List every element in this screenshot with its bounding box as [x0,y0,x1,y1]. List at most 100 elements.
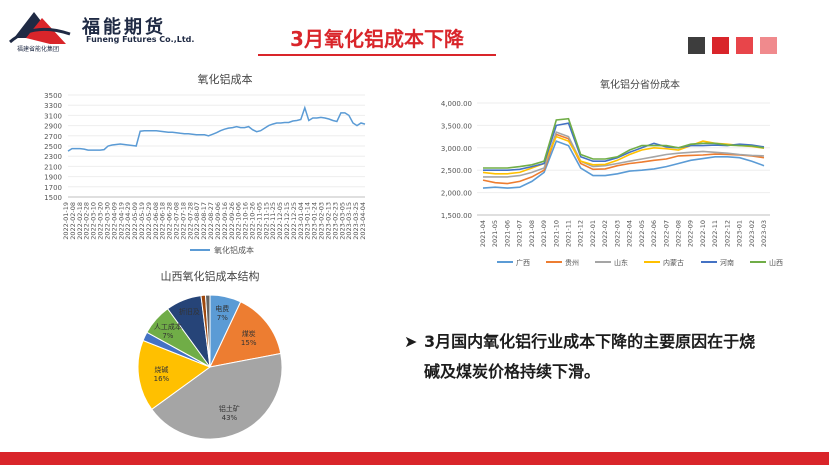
x-tick-label: 2022-12-15 [283,202,291,240]
pie-label: 煤炭 [242,329,256,338]
legend-label: 广西 [516,258,530,267]
x-tick-label: 2023-02-23 [331,202,339,240]
series-line-alumina-cost [67,105,366,152]
y-tick-label: 3100 [44,112,62,120]
pie-pct-label: 16% [154,375,170,383]
legend-label: 氧化铝成本 [214,245,254,255]
x-tick-label: 2022-04-19 [117,202,125,240]
x-tick-label: 2022-03-10 [90,202,98,240]
bullet-line-1: 3月国内氧化铝行业成本下降的主要原因在于烧 [424,332,756,351]
summary-bullet: ➤ 3月国内氧化铝行业成本下降的主要原因在于烧 碱及煤炭价格持续下滑。 [404,327,799,387]
x-tick-label: 2023-03-05 [338,202,346,240]
x-tick-label: 2022-10-16 [242,202,250,240]
x-tick-label: 2021-12 [577,220,585,247]
y-tick-label: 1500 [44,194,62,202]
legend-label: 贵州 [565,258,579,267]
x-tick-label: 2023-02-03 [318,202,326,240]
x-tick-label: 2022-02-28 [83,202,91,240]
y-tick-label: 2300 [44,153,62,161]
pie-slice-铝土矿 [151,352,283,440]
x-tick-label: 2023-01 [736,220,744,247]
series-line-广西 [482,140,765,189]
y-tick-label: 2900 [44,123,62,131]
x-tick-label: 2022-10-06 [235,202,243,240]
x-tick-label: 2022-03-30 [103,202,111,240]
page-title: 3月氧化铝成本下降 [258,24,496,56]
y-tick-label: 3,000.00 [441,145,472,153]
x-tick-label: 2022-07-08 [173,202,181,240]
pie-label: 烧碱 [154,365,168,374]
y-tick-label: 1700 [44,184,62,192]
x-tick-label: 2022-09-26 [228,202,236,240]
x-tick-label: 2022-10 [699,220,707,247]
legend-label: 河南 [720,258,734,267]
x-tick-label: 2022-09-06 [214,202,222,240]
x-tick-label: 2021-10 [552,220,560,247]
x-tick-label: 2022-12-05 [276,202,284,240]
x-tick-label: 2022-08-17 [200,202,208,240]
header-square-1 [688,37,705,54]
y-tick-label: 1900 [44,174,62,182]
x-tick-label: 2021-09 [540,220,548,247]
x-tick-label: 2021-07 [516,220,524,247]
pie-slice-煤炭 [209,301,282,368]
series-line-山东 [483,131,765,178]
x-tick-label: 2021-06 [503,220,511,247]
x-tick-label: 2022-11-05 [255,202,263,240]
x-tick-label: 2023-01-24 [311,202,319,240]
logo-name-cn: 福能期货 [82,17,166,38]
pie-pct-label: 7% [162,332,173,340]
x-tick-label: 2022-06-08 [152,202,160,240]
chart-title: 氧化铝分省份成本 [600,78,680,91]
x-tick-label: 2022-06-18 [159,202,167,240]
x-tick-label: 2022-06-28 [166,202,174,240]
x-tick-label: 2021-04 [479,220,487,247]
x-tick-label: 2022-01 [589,220,597,247]
pie-pct-label: 43% [222,414,238,422]
y-tick-label: 3,500.00 [441,122,472,130]
x-tick-label: 2022-04 [626,220,634,247]
x-tick-label: 2022-08-27 [207,202,215,240]
header-square-2 [712,37,729,54]
x-tick-label: 2022-09 [687,220,695,247]
x-tick-label: 2022-11 [711,220,719,247]
series-line-山西 [483,117,765,169]
pie-label: 铝土矿 [219,404,240,413]
y-tick-label: 4,000.00 [441,100,472,108]
x-tick-label: 2022-08 [674,220,682,247]
x-tick-label: 2022-11-25 [269,202,277,240]
x-tick-label: 2023-01-04 [297,202,305,240]
x-tick-label: 2022-01-19 [62,202,70,240]
logo-mark-icon [9,12,71,44]
legend-label: 山东 [614,258,628,267]
x-tick-label: 2023-03 [760,220,768,247]
y-tick-label: 2700 [44,133,62,141]
pie-pct-label: 7% [217,314,228,322]
legend-label: 山西 [769,258,783,267]
chart-title: 氧化铝成本 [198,72,253,86]
x-tick-label: 2022-05 [638,220,646,247]
chart-title: 山西氧化铝成本结构 [161,269,260,283]
y-tick-label: 2,000.00 [441,190,472,198]
x-tick-label: 2021-08 [528,220,536,247]
pie-slice-segment-8 [204,294,211,368]
series-line-贵州 [482,133,765,185]
x-tick-label: 2022-12 [723,220,731,247]
x-tick-label: 2023-03-15 [345,202,353,240]
x-tick-label: 2023-04-04 [359,202,367,240]
x-tick-label: 2022-07 [662,220,670,247]
x-tick-label: 2022-04-29 [124,202,132,240]
pie-label: 折旧及 [179,307,200,316]
series-line-河南 [483,122,765,171]
logo-group-name: 福建省能化集团 [16,46,59,53]
x-tick-label: 2022-10-26 [248,202,256,240]
x-tick-label: 2021-05 [491,220,499,247]
x-tick-label: 2023-02-13 [324,202,332,240]
x-tick-label: 2022-03-20 [97,202,105,240]
x-tick-label: 2023-02 [748,220,756,247]
pie-label: 电费 [215,304,229,313]
y-tick-label: 1,500.00 [441,212,472,220]
x-tick-label: 2022-05-19 [138,202,146,240]
legend-label: 内蒙古 [663,258,684,267]
